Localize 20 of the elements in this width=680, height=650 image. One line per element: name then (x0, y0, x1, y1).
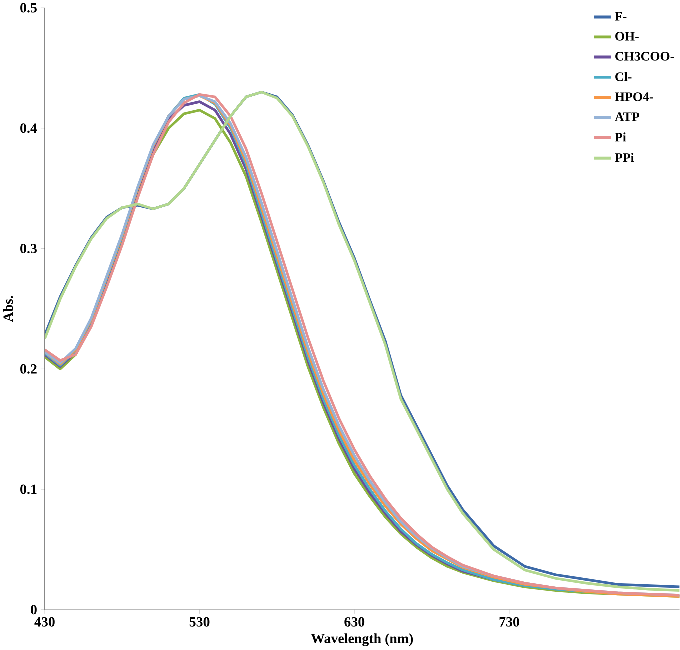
x-tick-label: 730 (500, 618, 520, 627)
y-axis-title: Abs. (3, 296, 14, 322)
legend-label: OH- (616, 32, 639, 41)
x-tick-label: 530 (190, 618, 210, 627)
y-tick-label: 0.4 (20, 124, 38, 134)
x-tick-label: 630 (344, 618, 365, 627)
legend-label: CH3COO- (616, 52, 674, 62)
y-tick-label: 0.3 (20, 244, 37, 254)
legend-label: F- (615, 12, 627, 21)
y-tick-label: 0.2 (20, 364, 37, 374)
x-tick-label: 430 (34, 618, 55, 627)
legend-label: PPi (615, 153, 634, 162)
legend-label: Pi (615, 132, 626, 142)
legend-label: ATP (615, 112, 640, 122)
y-tick-label: 0.5 (20, 3, 37, 13)
x-axis-title: Wavelength (nm) (311, 634, 414, 647)
y-tick-label: 0.1 (20, 484, 37, 494)
legend-label: Cl- (616, 72, 632, 82)
y-tick-label: 0 (31, 605, 37, 615)
legend-label: HPO4- (615, 92, 654, 102)
